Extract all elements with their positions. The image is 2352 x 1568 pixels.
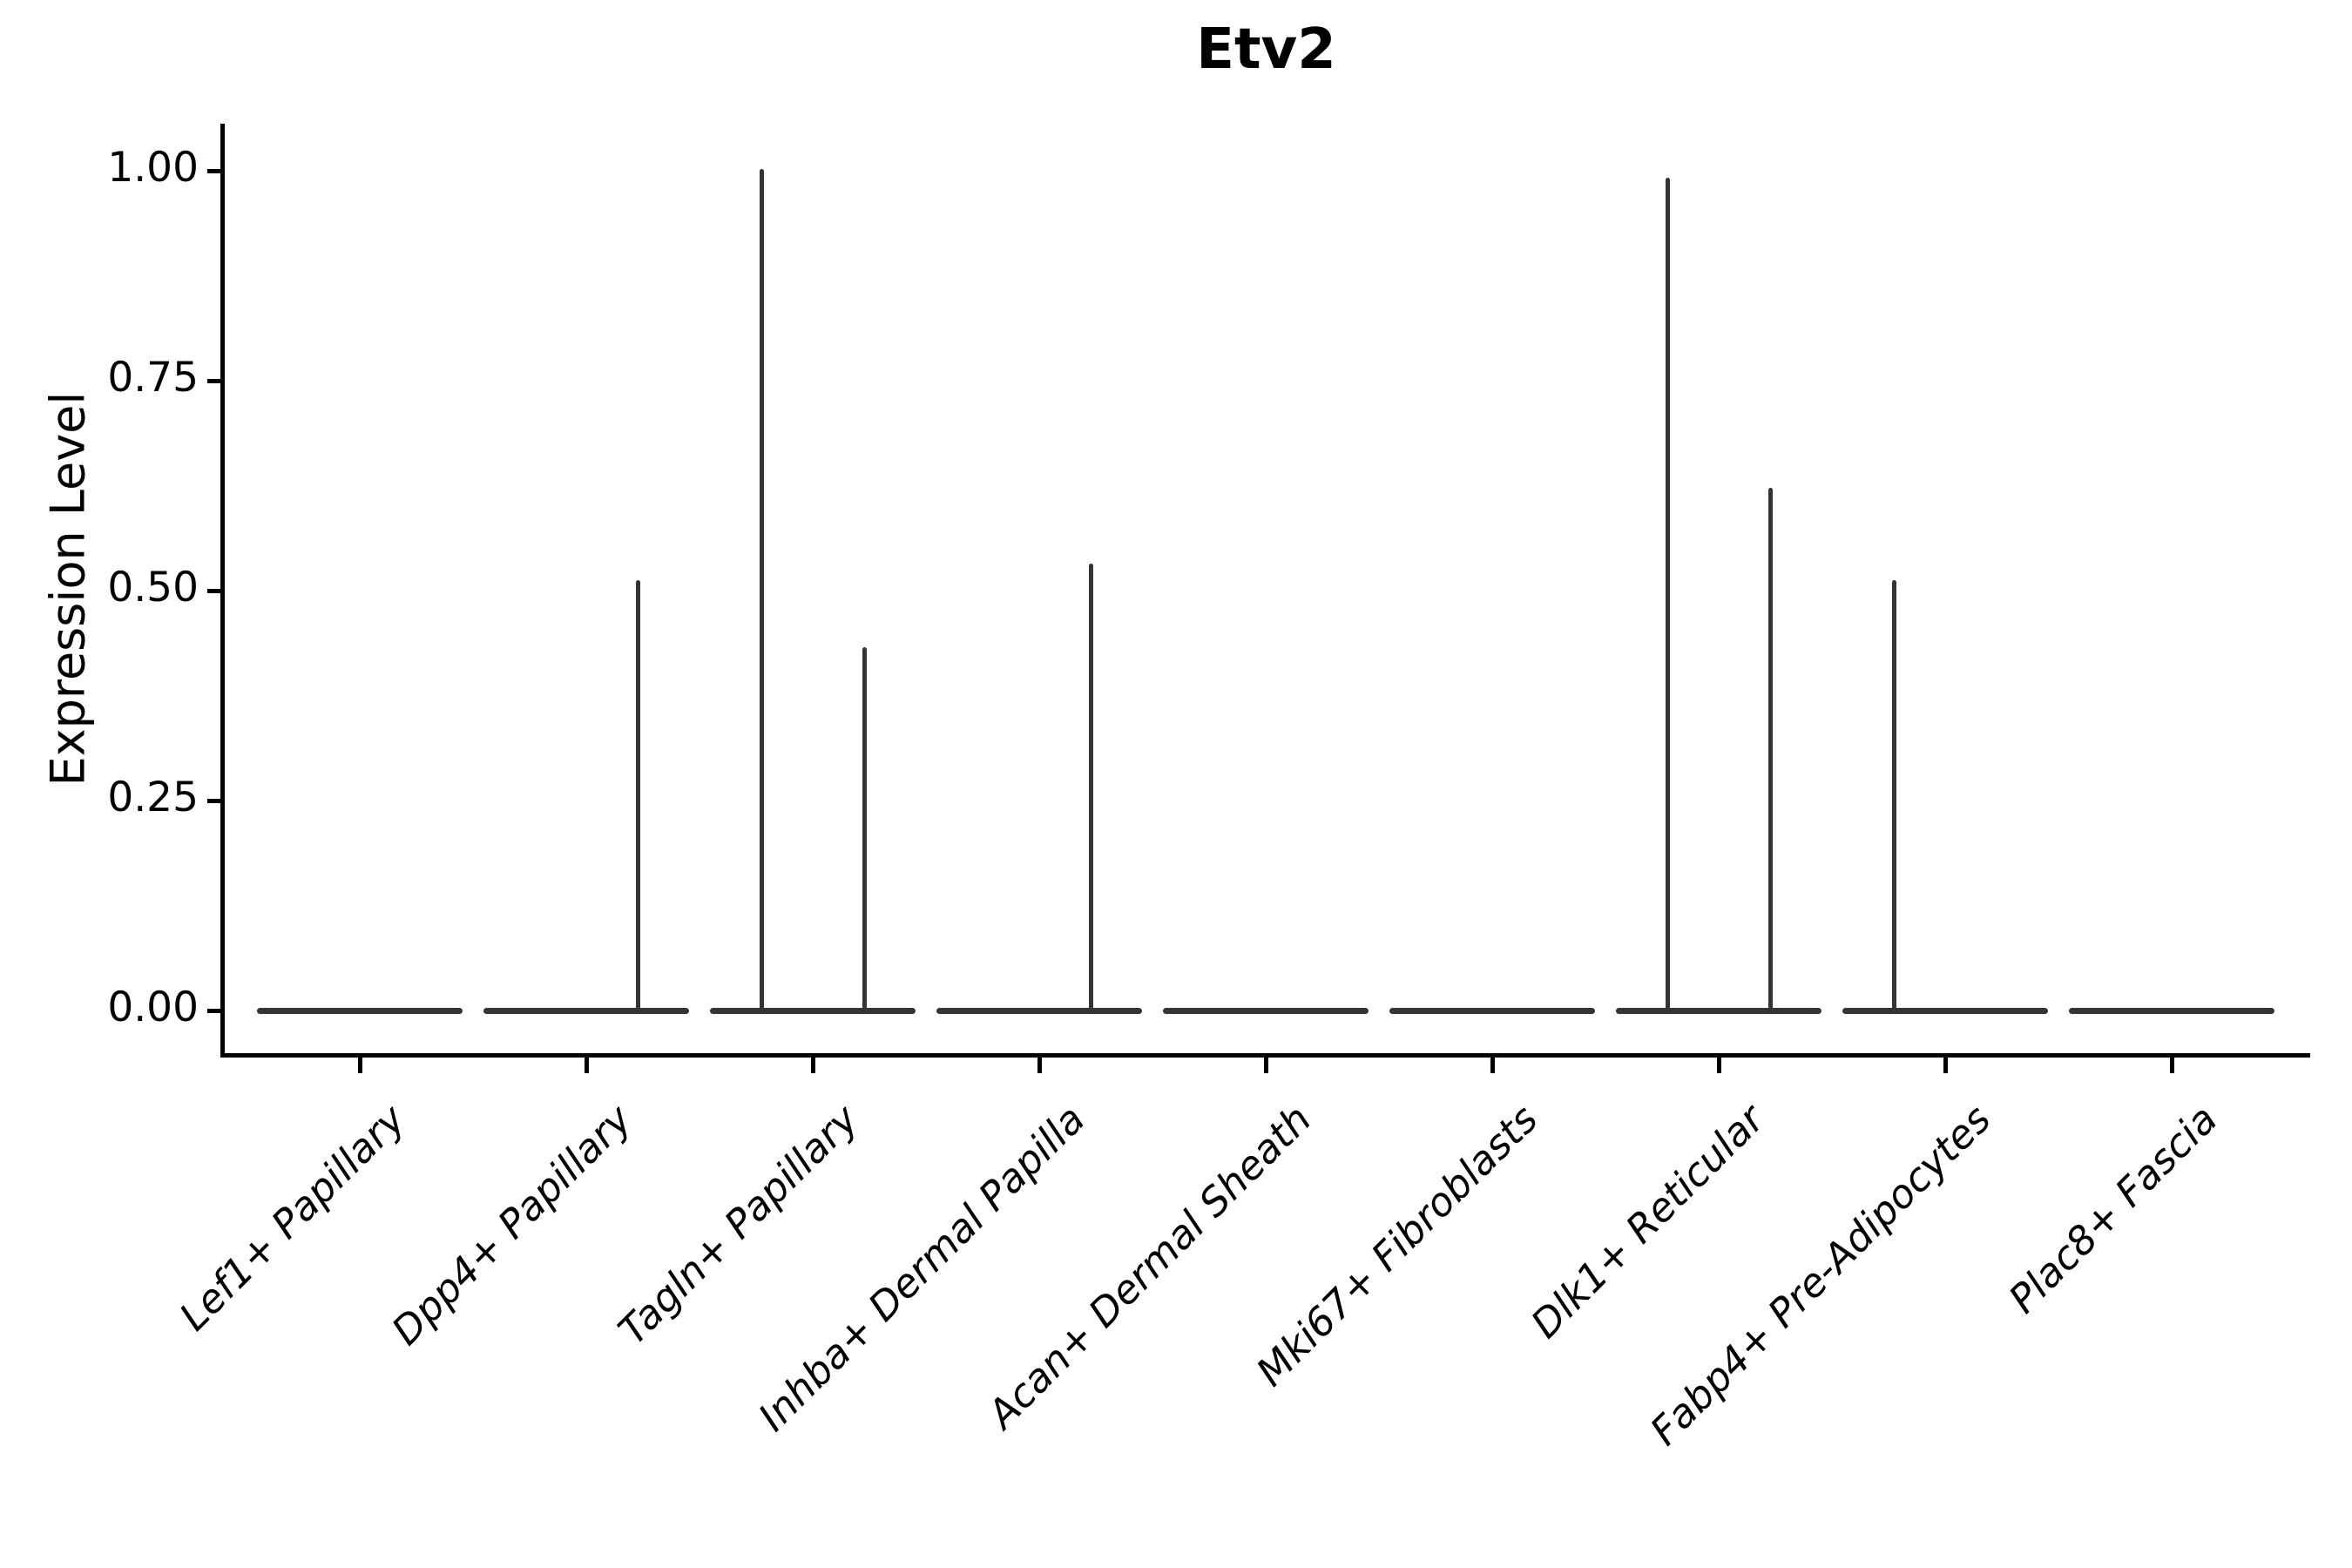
violin-base-line — [257, 1008, 463, 1014]
x-tick-mark — [811, 1055, 815, 1073]
x-tick-mark — [585, 1055, 589, 1073]
violin-base-line — [483, 1008, 689, 1014]
violin-spike — [1768, 488, 1773, 1012]
y-tick-mark — [207, 169, 222, 173]
x-tick-mark — [1490, 1055, 1495, 1073]
x-tick-mark — [1264, 1055, 1268, 1073]
violin-base-line — [2069, 1008, 2274, 1014]
x-axis-category-label: Dpp4+ Papillary — [382, 1096, 641, 1355]
violin-spike — [862, 647, 867, 1012]
violin-spike — [760, 169, 764, 1012]
y-tick-mark — [207, 379, 222, 383]
violin-base-line — [1163, 1008, 1369, 1014]
violin-spike — [1666, 177, 1670, 1012]
x-axis-category-label: Tagln+ Papillary — [609, 1096, 868, 1354]
y-tick-mark — [207, 799, 222, 803]
y-tick-label: 0.00 — [107, 983, 199, 1031]
y-tick-mark — [207, 1009, 222, 1013]
y-tick-label: 0.50 — [107, 564, 199, 612]
y-axis-line — [220, 124, 225, 1058]
violin-base-line — [936, 1008, 1142, 1014]
violin-spike — [1892, 580, 1896, 1012]
violin-spike — [1089, 564, 1093, 1012]
x-tick-mark — [2170, 1055, 2174, 1073]
violin-base-line — [1616, 1008, 1821, 1014]
x-axis-category-label: Plac8+ Fascia — [1999, 1096, 2227, 1322]
x-tick-mark — [1037, 1055, 1042, 1073]
violin-spike — [636, 580, 640, 1012]
x-axis-category-label: Dlk1+ Reticular — [1522, 1096, 1774, 1348]
y-tick-label: 0.75 — [107, 354, 199, 402]
violin-base-line — [1389, 1008, 1595, 1014]
x-tick-mark — [1943, 1055, 1948, 1073]
x-axis-category-label: Lef1+ Papillary — [170, 1096, 415, 1340]
y-tick-label: 0.25 — [107, 774, 199, 821]
x-tick-mark — [358, 1055, 362, 1073]
violin-base-line — [1842, 1008, 2048, 1014]
x-tick-mark — [1717, 1055, 1721, 1073]
violin-base-line — [710, 1008, 916, 1014]
y-tick-mark — [207, 589, 222, 593]
y-tick-label: 1.00 — [107, 144, 199, 192]
plot-title: Etv2 — [1196, 17, 1336, 82]
